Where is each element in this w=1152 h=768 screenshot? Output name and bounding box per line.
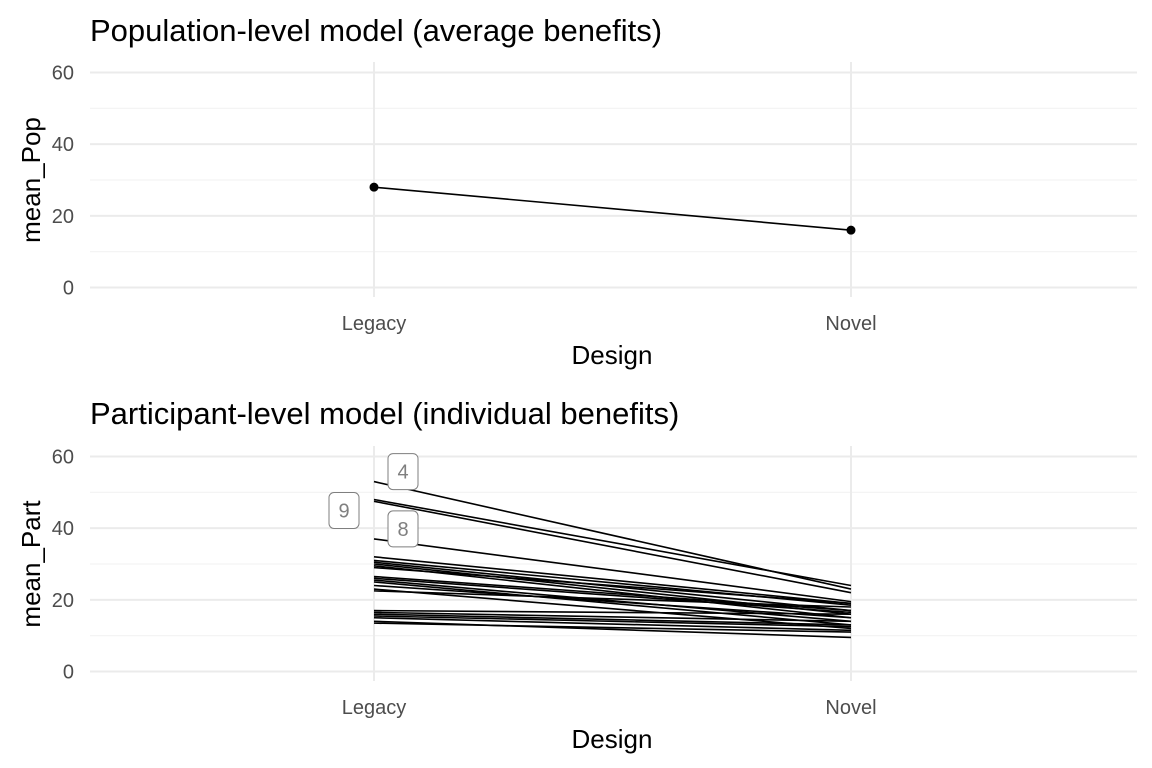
data-label-text: 4 bbox=[397, 462, 408, 484]
data-label-box bbox=[328, 492, 360, 529]
x-tick-label: Novel bbox=[825, 313, 876, 335]
data-label-text: 9 bbox=[338, 501, 349, 523]
x-tick-label: Legacy bbox=[342, 313, 407, 335]
series-line bbox=[373, 564, 852, 619]
y-tick-label: 60 bbox=[52, 63, 74, 85]
series-line bbox=[373, 498, 852, 587]
y-tick-label: 0 bbox=[63, 662, 74, 684]
x-tick-label: Legacy bbox=[342, 697, 407, 719]
y-tick-label: 0 bbox=[63, 278, 74, 300]
series-line bbox=[373, 588, 852, 630]
series-line bbox=[373, 579, 852, 623]
series-line bbox=[373, 590, 852, 608]
data-label: 9 bbox=[328, 492, 360, 529]
y-axis-title: mean_Pop bbox=[16, 117, 46, 243]
y-tick-label: 20 bbox=[52, 206, 74, 228]
y-tick-label: 60 bbox=[52, 447, 74, 469]
y-tick-label: 40 bbox=[52, 518, 74, 540]
series-line bbox=[373, 609, 852, 615]
series-line bbox=[373, 581, 852, 626]
y-tick-label: 40 bbox=[52, 134, 74, 156]
series-line bbox=[373, 563, 852, 615]
data-label: 8 bbox=[387, 510, 419, 548]
series-line bbox=[373, 616, 852, 632]
series-line bbox=[373, 622, 852, 633]
y-axis-ticks: 0 20 40 60 bbox=[52, 63, 74, 300]
x-axis-ticks: Legacy Novel bbox=[342, 313, 877, 335]
series-line bbox=[373, 584, 852, 619]
series-line bbox=[373, 615, 852, 628]
data-point bbox=[369, 182, 379, 192]
series-line bbox=[373, 613, 852, 626]
x-tick-label: Novel bbox=[825, 697, 876, 719]
series-line bbox=[373, 611, 852, 623]
series-line bbox=[373, 566, 852, 605]
panel-population: Population-level model (average benefits… bbox=[16, 13, 1137, 370]
y-tick-label: 20 bbox=[52, 590, 74, 612]
data-label-box bbox=[387, 510, 419, 548]
series-line bbox=[373, 186, 852, 231]
grid bbox=[90, 62, 1137, 297]
x-axis-title: Design bbox=[572, 724, 653, 754]
x-axis-title: Design bbox=[572, 340, 653, 370]
data-label: 4 bbox=[387, 453, 419, 491]
panel-participant: Participant-level model (individual bene… bbox=[16, 396, 1137, 754]
data-label-box bbox=[387, 453, 419, 491]
series-line bbox=[373, 577, 852, 614]
data-label-text: 8 bbox=[397, 519, 408, 541]
series-line bbox=[373, 500, 852, 594]
chart-title: Population-level model (average benefits… bbox=[90, 13, 662, 48]
data-point bbox=[846, 225, 856, 235]
data-labels: 4 9 8 bbox=[328, 453, 419, 548]
grid bbox=[90, 446, 1137, 681]
series-line bbox=[373, 561, 852, 612]
chart-title: Participant-level model (individual bene… bbox=[90, 396, 679, 431]
series-line bbox=[373, 538, 852, 603]
data-marks bbox=[369, 182, 856, 235]
y-axis-title: mean_Part bbox=[16, 500, 46, 628]
y-axis-ticks: 0 20 40 60 bbox=[52, 447, 74, 684]
data-marks bbox=[373, 480, 852, 639]
series-line bbox=[373, 556, 852, 605]
x-axis-ticks: Legacy Novel bbox=[342, 697, 877, 719]
